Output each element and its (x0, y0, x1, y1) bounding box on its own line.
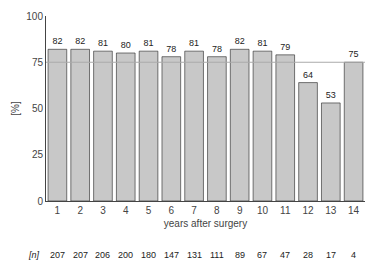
svg-text:67: 67 (257, 250, 267, 260)
svg-text:years after surgery: years after surgery (164, 218, 247, 229)
svg-text:1: 1 (55, 205, 61, 216)
svg-text:64: 64 (303, 70, 313, 80)
svg-text:7: 7 (191, 205, 197, 216)
svg-text:[%]: [%] (10, 101, 21, 116)
svg-text:2: 2 (77, 205, 83, 216)
svg-text:0: 0 (37, 196, 43, 207)
svg-text:4: 4 (123, 205, 129, 216)
svg-text:80: 80 (121, 40, 131, 50)
svg-text:8: 8 (214, 205, 220, 216)
svg-text:207: 207 (50, 250, 65, 260)
svg-text:13: 13 (325, 205, 337, 216)
svg-text:28: 28 (303, 250, 313, 260)
svg-text:4: 4 (351, 250, 356, 260)
svg-text:207: 207 (73, 250, 88, 260)
svg-text:75: 75 (349, 49, 359, 59)
svg-text:131: 131 (187, 250, 202, 260)
svg-text:50: 50 (32, 103, 44, 114)
svg-text:3: 3 (100, 205, 106, 216)
svg-text:6: 6 (169, 205, 175, 216)
svg-text:9: 9 (237, 205, 243, 216)
svg-text:79: 79 (280, 42, 290, 52)
svg-text:78: 78 (166, 44, 176, 54)
svg-text:53: 53 (326, 90, 336, 100)
svg-text:81: 81 (144, 38, 154, 48)
svg-text:25: 25 (32, 149, 44, 160)
svg-text:82: 82 (75, 36, 85, 46)
svg-text:75: 75 (32, 57, 44, 68)
svg-text:82: 82 (52, 36, 62, 46)
svg-text:[n]: [n] (28, 250, 40, 260)
svg-text:100: 100 (26, 11, 43, 22)
svg-text:200: 200 (118, 250, 133, 260)
svg-text:14: 14 (348, 205, 360, 216)
svg-text:82: 82 (235, 36, 245, 46)
svg-text:89: 89 (235, 250, 245, 260)
svg-text:10: 10 (257, 205, 269, 216)
svg-text:147: 147 (164, 250, 179, 260)
svg-text:5: 5 (146, 205, 152, 216)
svg-text:81: 81 (98, 38, 108, 48)
svg-text:47: 47 (280, 250, 290, 260)
svg-text:81: 81 (257, 38, 267, 48)
svg-text:12: 12 (302, 205, 314, 216)
svg-text:180: 180 (141, 250, 156, 260)
svg-text:78: 78 (212, 44, 222, 54)
svg-text:111: 111 (210, 250, 224, 260)
svg-text:11: 11 (280, 205, 291, 216)
svg-text:17: 17 (326, 250, 336, 260)
svg-text:206: 206 (95, 250, 110, 260)
svg-text:81: 81 (189, 38, 199, 48)
